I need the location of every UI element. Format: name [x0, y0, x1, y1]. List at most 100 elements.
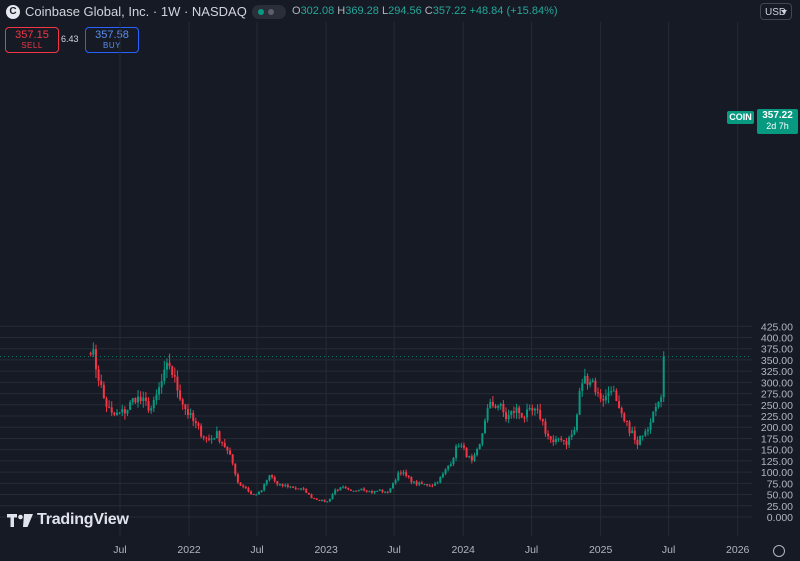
y-tick-label: 300.00: [761, 377, 793, 389]
candle-body: [554, 439, 557, 443]
candle-body: [310, 494, 313, 499]
candle-body: [328, 498, 331, 502]
candle-body: [318, 499, 321, 501]
candle-body: [384, 492, 387, 494]
candle-body: [263, 484, 266, 491]
candle-body: [115, 412, 118, 415]
candle-body: [160, 381, 163, 388]
candle-body: [646, 429, 649, 432]
candle-body: [391, 483, 394, 489]
bar-countdown: 2d 7h: [766, 121, 789, 131]
candle-body: [599, 393, 602, 400]
candle-body: [641, 435, 644, 437]
candle-body: [339, 487, 342, 491]
candle-body: [378, 489, 381, 491]
candle-body: [623, 413, 626, 422]
candle-body: [628, 421, 631, 434]
candle-body: [549, 436, 552, 440]
candle-body: [273, 477, 276, 482]
last-price-tag: 357.22 2d 7h: [757, 109, 798, 134]
candle-body: [181, 399, 184, 405]
candle-body: [413, 481, 416, 483]
candle-body: [89, 352, 92, 355]
candle-body: [363, 488, 366, 491]
candle-body: [505, 412, 508, 420]
candle-body: [189, 412, 192, 415]
sell-label: SELL: [21, 41, 43, 50]
candle-body: [226, 447, 229, 451]
currency-select[interactable]: USD: [760, 3, 792, 20]
candle-body: [573, 430, 576, 435]
candle-body: [426, 484, 429, 486]
candle-body: [415, 481, 418, 485]
candle-body: [326, 501, 329, 503]
candle-body: [155, 394, 158, 401]
candle-body: [184, 404, 187, 410]
candle-body: [105, 398, 108, 407]
candle-body: [118, 412, 121, 414]
sell-button[interactable]: 357.15 SELL: [5, 27, 59, 53]
candle-body: [639, 435, 642, 445]
ohlc-readout: O302.08 H369.28 L294.56 C357.22 +48.84 (…: [292, 5, 558, 17]
candle-body: [649, 422, 652, 430]
candle-body: [557, 438, 560, 440]
y-tick-label: 0.000: [767, 512, 793, 524]
candle-body: [483, 420, 486, 434]
candle-body: [439, 477, 442, 483]
settings-gear-icon[interactable]: [773, 545, 785, 557]
candle-body: [381, 489, 384, 493]
candle-body: [321, 499, 324, 501]
candle-body: [397, 472, 400, 481]
candle-body: [197, 423, 200, 426]
y-tick-label: 175.00: [761, 433, 793, 445]
candle-body: [336, 489, 339, 491]
candle-body: [497, 405, 500, 408]
symbol-title[interactable]: Coinbase Global, Inc. · 1W · NASDAQ: [25, 4, 247, 19]
candle-body: [297, 488, 300, 490]
candle-body: [349, 489, 352, 491]
change-value: +48.84 (+15.84%): [469, 5, 558, 17]
candle-body: [268, 475, 271, 481]
candle-body: [523, 417, 526, 419]
market-closed-dot-icon: [268, 9, 274, 15]
candle-body: [271, 475, 274, 478]
open-value: 302.08: [300, 5, 335, 17]
candle-body: [315, 498, 318, 500]
x-tick-label: 2023: [314, 544, 338, 556]
candle-body: [531, 408, 534, 411]
candle-body: [102, 384, 105, 399]
candle-body: [179, 390, 182, 400]
candle-body: [278, 484, 281, 486]
candle-body: [457, 445, 460, 447]
candle-body: [229, 450, 232, 455]
x-tick-label: Jul: [525, 544, 538, 556]
candle-body: [518, 407, 521, 413]
candle-body: [547, 433, 550, 437]
candle-body: [431, 485, 434, 487]
candle-body: [528, 408, 531, 410]
candle-body: [131, 398, 134, 403]
candle-body: [434, 483, 437, 486]
x-tick-label: 2024: [452, 544, 476, 556]
candle-body: [465, 447, 468, 458]
candle-body: [399, 472, 402, 474]
last-price-value: 357.22: [762, 110, 793, 121]
y-tick-label: 250.00: [761, 400, 793, 412]
candle-body: [250, 491, 253, 495]
candle-body: [205, 437, 208, 439]
candle-body: [331, 494, 334, 499]
candle-body: [134, 398, 137, 403]
candle-body: [515, 407, 518, 413]
market-status-toggle[interactable]: [252, 5, 286, 19]
x-tick-label: Jul: [387, 544, 400, 556]
candle-body: [97, 369, 100, 381]
y-tick-label: 50.00: [767, 490, 793, 502]
candle-body: [123, 409, 126, 414]
spread-value: 6.43: [61, 34, 79, 44]
candle-body: [234, 463, 237, 475]
candle-body: [394, 480, 397, 484]
candle-body: [512, 411, 515, 413]
candle-body: [510, 411, 513, 415]
candle-body: [313, 498, 316, 500]
